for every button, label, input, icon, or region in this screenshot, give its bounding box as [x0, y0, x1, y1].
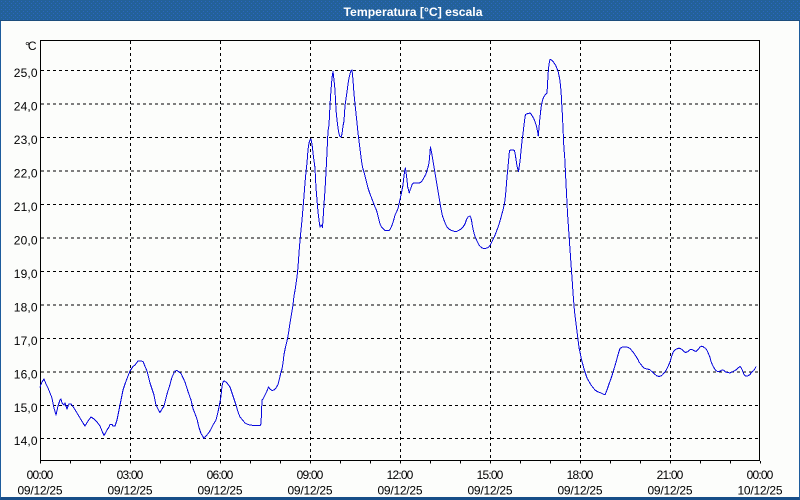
svg-text:03:00: 03:00 — [117, 468, 144, 482]
svg-text:09/12/25: 09/12/25 — [288, 484, 333, 498]
svg-text:09/12/25: 09/12/25 — [108, 484, 153, 498]
svg-text:Temperatura [°C] escala: Temperatura [°C] escala — [344, 5, 483, 19]
svg-text:20,0: 20,0 — [14, 234, 38, 248]
svg-text:16,0: 16,0 — [14, 368, 38, 382]
svg-text:17,0: 17,0 — [14, 334, 38, 348]
svg-text:14,0: 14,0 — [14, 434, 38, 448]
svg-text:09/12/25: 09/12/25 — [558, 484, 603, 498]
svg-text:06:00: 06:00 — [207, 468, 234, 482]
svg-text:09/12/25: 09/12/25 — [648, 484, 693, 498]
svg-text:09/12/25: 09/12/25 — [468, 484, 513, 498]
svg-text:23,0: 23,0 — [14, 133, 38, 147]
svg-text:10/12/25: 10/12/25 — [738, 484, 783, 498]
svg-text:09/12/25: 09/12/25 — [198, 484, 243, 498]
svg-text:22,0: 22,0 — [14, 167, 38, 181]
svg-text:09/12/25: 09/12/25 — [378, 484, 423, 498]
svg-text:21,0: 21,0 — [14, 200, 38, 214]
svg-text:25,0: 25,0 — [14, 66, 38, 80]
svg-text:19,0: 19,0 — [14, 267, 38, 281]
svg-text:09/12/25: 09/12/25 — [18, 484, 63, 498]
svg-text:21:00: 21:00 — [657, 468, 684, 482]
svg-text:12:00: 12:00 — [387, 468, 414, 482]
svg-text:15,0: 15,0 — [14, 401, 38, 415]
svg-text:18:00: 18:00 — [567, 468, 594, 482]
svg-text:°C: °C — [25, 39, 37, 53]
svg-text:18,0: 18,0 — [14, 301, 38, 315]
svg-text:24,0: 24,0 — [14, 100, 38, 114]
svg-text:15:00: 15:00 — [477, 468, 504, 482]
svg-text:00:00: 00:00 — [747, 468, 774, 482]
svg-text:09:00: 09:00 — [297, 468, 324, 482]
svg-text:00:00: 00:00 — [27, 468, 54, 482]
